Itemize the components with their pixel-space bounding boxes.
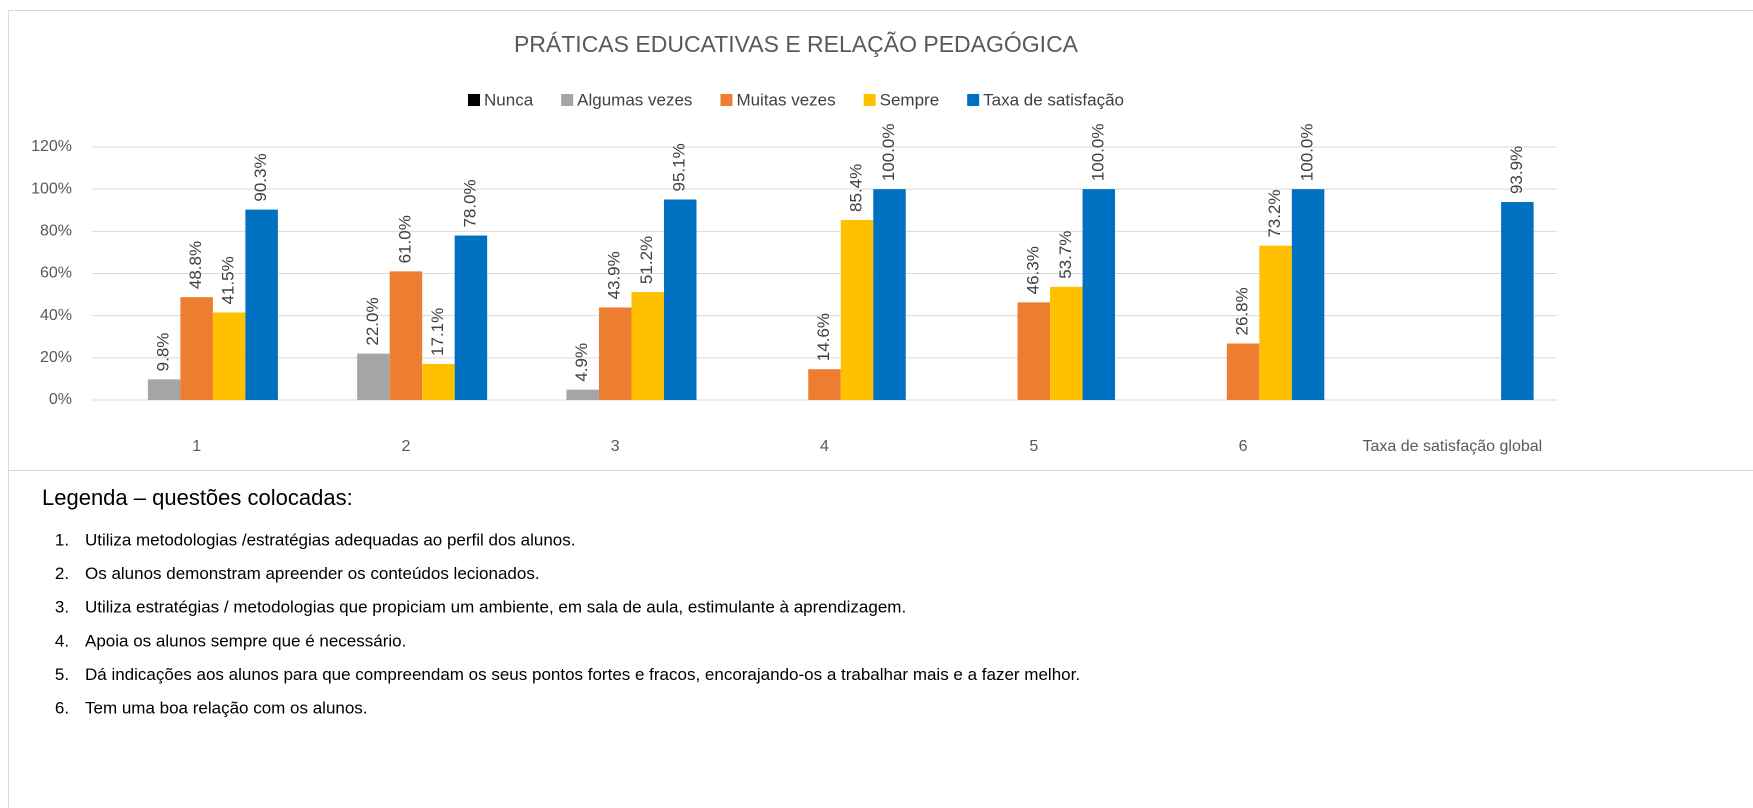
value-label: 48.8% (186, 241, 205, 289)
item-text: Utiliza estratégias / metodologias que p… (85, 598, 906, 617)
item-text: Tem uma boa relação com os alunos. (85, 698, 368, 717)
x-tick-label: Taxa de satisfação global (1363, 438, 1543, 455)
value-label: 26.8% (1233, 287, 1252, 335)
legend-swatch (468, 94, 481, 106)
x-tick-label: 6 (1239, 438, 1248, 455)
bar (566, 389, 599, 400)
y-tick-label: 80% (40, 223, 72, 240)
bar (808, 369, 841, 400)
bar (180, 297, 213, 400)
value-label: 90.3% (251, 153, 270, 201)
x-tick-label: 4 (820, 438, 829, 455)
value-label: 9.8% (154, 333, 173, 372)
bar (147, 379, 181, 400)
value-label: 53.7% (1056, 231, 1075, 279)
legend-swatch (561, 94, 574, 106)
value-label: 43.9% (605, 251, 624, 299)
value-label: 78.0% (460, 179, 479, 227)
y-tick-label: 0% (49, 391, 72, 408)
y-tick-label: 120% (31, 138, 72, 155)
legend-swatch (967, 94, 980, 106)
value-label: 100.0% (1298, 123, 1317, 181)
item-number: 6. (55, 698, 69, 717)
value-label: 46.3% (1023, 246, 1042, 294)
item-text: Dá indicações aos alunos para que compre… (85, 665, 1080, 684)
bar (1050, 286, 1083, 400)
bar (631, 292, 664, 400)
value-label: 85.4% (846, 164, 865, 212)
y-tick-label: 40% (40, 307, 72, 324)
value-label: 4.9% (572, 343, 591, 382)
x-tick-label: 2 (401, 438, 410, 455)
item-text: Apoia os alunos sempre que é necessário. (85, 631, 406, 650)
legend-label: Sempre (880, 90, 940, 109)
bar (1082, 189, 1116, 400)
legend-label: Algumas vezes (577, 90, 692, 109)
value-label: 22.0% (363, 297, 382, 345)
legend-label: Taxa de satisfação (983, 90, 1124, 109)
bar (873, 189, 906, 400)
value-label: 61.0% (395, 215, 414, 263)
value-label: 93.9% (1507, 146, 1526, 194)
bar (1017, 302, 1051, 400)
item-number: 1. (55, 530, 69, 549)
item-number: 3. (55, 598, 69, 617)
bar (840, 219, 874, 400)
legend-label: Muitas vezes (736, 90, 835, 109)
chart-title: PRÁTICAS EDUCATIVAS E RELAÇÃO PEDAGÓGICA (514, 31, 1079, 57)
bar (1226, 343, 1260, 400)
value-label: 17.1% (428, 308, 447, 356)
bar (212, 312, 246, 400)
x-tick-label: 1 (192, 438, 201, 455)
item-number: 5. (55, 665, 69, 684)
value-label: 73.2% (1265, 189, 1284, 237)
value-label: 100.0% (1088, 123, 1107, 181)
y-tick-label: 100% (31, 180, 72, 197)
bar (1259, 245, 1292, 400)
value-label: 41.5% (219, 256, 238, 304)
legend-label: Nunca (484, 90, 534, 109)
bar (357, 353, 390, 400)
value-label: 14.6% (814, 313, 833, 361)
x-tick-label: 3 (611, 438, 620, 455)
x-tick-label: 5 (1029, 438, 1038, 455)
bar (245, 209, 278, 400)
bar (454, 235, 488, 400)
legend-swatch (863, 94, 876, 106)
y-tick-label: 60% (40, 265, 72, 282)
bar (1501, 202, 1534, 400)
item-number: 4. (55, 631, 69, 650)
value-label: 95.1% (670, 143, 689, 191)
legend-swatch (720, 94, 733, 106)
value-label: 100.0% (879, 123, 898, 181)
bar (389, 271, 423, 400)
item-text: Utiliza metodologias /estratégias adequa… (85, 530, 575, 549)
y-tick-label: 20% (40, 349, 72, 366)
item-number: 2. (55, 564, 69, 583)
legend-heading: Legenda – questões colocadas: (42, 485, 353, 510)
bar (1291, 189, 1325, 400)
bar (663, 199, 697, 400)
bar (422, 363, 455, 400)
bar (598, 307, 632, 400)
value-label: 51.2% (637, 236, 656, 284)
item-text: Os alunos demonstram apreender os conteú… (85, 564, 540, 583)
